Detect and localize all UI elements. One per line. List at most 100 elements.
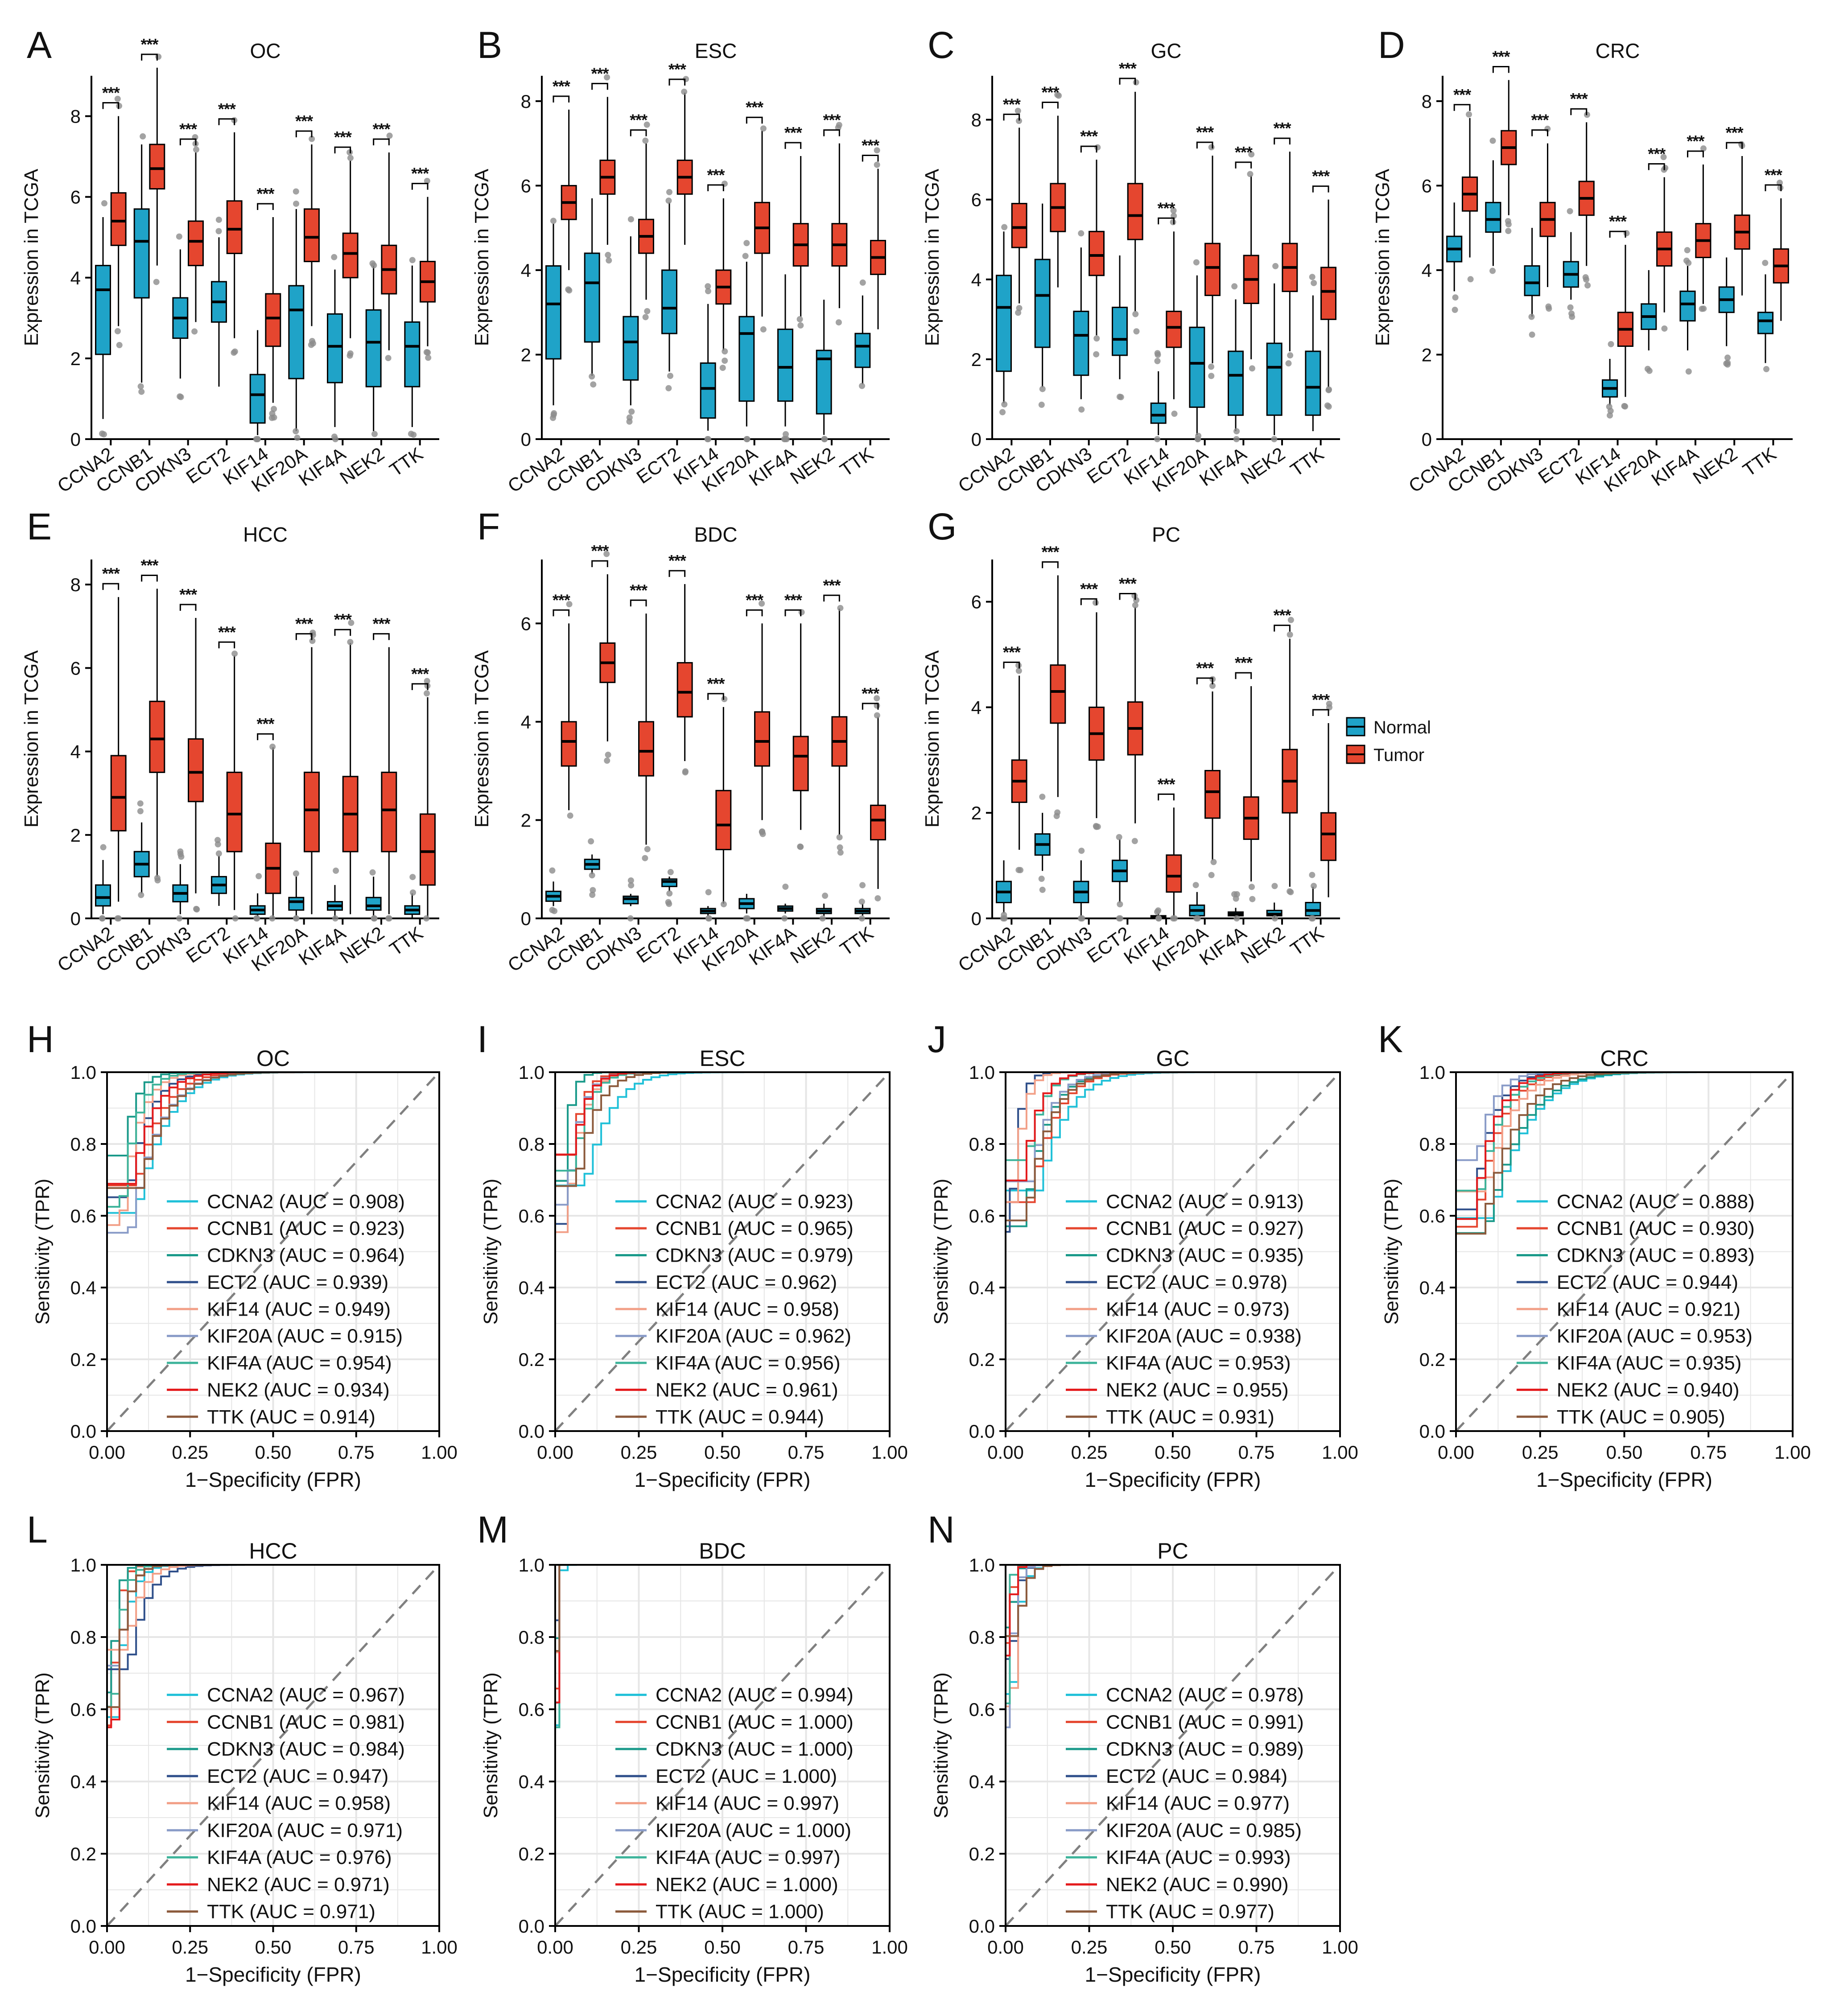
y-tick-label: 0.8 xyxy=(70,1627,96,1648)
y-tick-label: 0.2 xyxy=(70,1843,96,1864)
significance-bracket xyxy=(1080,145,1097,153)
significance-stars: *** xyxy=(1492,47,1510,66)
x-tick-label: 1.00 xyxy=(421,1442,458,1463)
y-tick-label: 0 xyxy=(971,429,982,450)
outlier-point xyxy=(782,436,788,442)
outlier-point xyxy=(999,409,1006,416)
significance-bracket xyxy=(1158,217,1175,225)
outlier-point xyxy=(1762,259,1769,266)
x-tick-label: 1.00 xyxy=(1322,1937,1358,1958)
panel-label: N xyxy=(928,1509,955,1551)
outlier-point xyxy=(331,254,338,260)
significance-stars: *** xyxy=(1273,606,1291,625)
significance-bracket xyxy=(411,683,429,690)
y-axis-label: Sensitivity (TPR) xyxy=(1381,1179,1402,1325)
significance-bracket xyxy=(707,184,724,191)
outlier-point xyxy=(1271,883,1278,889)
outlier-point xyxy=(588,838,594,845)
outlier-point xyxy=(1015,107,1021,114)
outlier-point xyxy=(666,189,672,195)
y-tick-label: 2 xyxy=(70,348,81,369)
normal-box xyxy=(545,265,561,360)
legend-entry-nek2: NEK2 (AUC = 0.961) xyxy=(656,1379,838,1401)
tumor-box xyxy=(265,293,281,347)
significance-bracket xyxy=(1274,137,1291,145)
tumor-box xyxy=(1204,770,1221,819)
tumor-box xyxy=(304,208,320,263)
y-tick-label: 4 xyxy=(521,260,531,281)
outlier-point xyxy=(1505,218,1511,225)
normal-box xyxy=(1073,310,1089,376)
significance-stars: *** xyxy=(553,591,570,609)
outlier-point xyxy=(1001,224,1008,230)
panel-title: CRC xyxy=(1600,1046,1648,1071)
legend-entry-ccna2: CCNA2 (AUC = 0.888) xyxy=(1557,1191,1755,1213)
legend-entry-nek2: NEK2 (AUC = 0.934) xyxy=(207,1379,390,1401)
outlier-point xyxy=(254,436,261,442)
x-tick-label: 0.00 xyxy=(987,1937,1024,1958)
outlier-point xyxy=(590,381,597,388)
legend-entry-nek2: NEK2 (AUC = 1.000) xyxy=(656,1874,838,1896)
outlier-point xyxy=(666,890,673,897)
significance-bracket xyxy=(102,583,120,590)
y-tick-label: 8 xyxy=(971,110,982,131)
outlier-point xyxy=(1660,154,1667,160)
outlier-point xyxy=(704,436,711,442)
outlier-point xyxy=(1133,328,1140,335)
outlier-point xyxy=(742,253,749,259)
outlier-point xyxy=(138,892,144,898)
outlier-point xyxy=(232,915,239,922)
y-tick-label: 0.0 xyxy=(70,1421,96,1442)
outlier-point xyxy=(1017,867,1024,873)
x-tick-label: 0.00 xyxy=(537,1937,573,1958)
outlier-point xyxy=(1325,403,1332,410)
outlier-point xyxy=(1210,859,1217,865)
panel-label: K xyxy=(1378,1018,1403,1060)
outlier-point xyxy=(606,257,612,264)
outlier-point xyxy=(836,834,843,841)
outlier-point xyxy=(1039,386,1046,392)
outlier-point xyxy=(744,436,751,442)
outlier-point xyxy=(214,837,221,843)
outlier-point xyxy=(605,751,611,758)
y-axis-label: Expression in TCGA xyxy=(921,650,943,827)
outlier-point xyxy=(1452,307,1458,313)
outlier-point xyxy=(191,328,198,335)
significance-stars: *** xyxy=(1312,167,1330,185)
y-tick-label: 1.0 xyxy=(70,1555,96,1576)
y-tick-label: 1.0 xyxy=(519,1555,544,1576)
y-tick-label: 0.2 xyxy=(70,1349,96,1370)
x-tick-label: 1.00 xyxy=(871,1937,908,1958)
y-axis-label: Sensitivity (TPR) xyxy=(930,1672,952,1819)
significance-bracket xyxy=(746,116,763,124)
x-tick-label: 0.75 xyxy=(1238,1442,1275,1463)
significance-stars: *** xyxy=(630,111,647,129)
x-tick-label: TTK xyxy=(1739,443,1780,481)
outlier-point xyxy=(705,915,712,922)
significance-stars: *** xyxy=(553,77,570,95)
significance-stars: *** xyxy=(1041,543,1059,561)
y-tick-label: 2 xyxy=(971,349,982,370)
outlier-point xyxy=(859,882,866,889)
legend-entry-ccna2: CCNA2 (AUC = 0.923) xyxy=(656,1191,854,1213)
outlier-point xyxy=(231,350,237,356)
outlier-point xyxy=(626,418,633,425)
significance-bracket xyxy=(1158,793,1175,801)
y-axis-label: Expression in TCGA xyxy=(21,169,42,346)
significance-bracket xyxy=(591,82,608,90)
outlier-point xyxy=(722,358,728,364)
outlier-point xyxy=(385,355,392,362)
outlier-point xyxy=(1093,351,1100,358)
legend: Normal Tumor xyxy=(1346,717,1431,765)
significance-stars: *** xyxy=(1196,123,1214,141)
outlier-point xyxy=(1567,304,1574,311)
outlier-point xyxy=(1248,151,1255,158)
outlier-point xyxy=(423,915,430,922)
y-tick-label: 0.0 xyxy=(969,1421,995,1442)
y-tick-label: 1.0 xyxy=(70,1062,96,1083)
outlier-point xyxy=(309,136,315,142)
significance-bracket xyxy=(218,118,235,125)
significance-stars: *** xyxy=(1765,166,1782,184)
outlier-point xyxy=(114,328,121,334)
y-tick-label: 8 xyxy=(1422,91,1432,112)
